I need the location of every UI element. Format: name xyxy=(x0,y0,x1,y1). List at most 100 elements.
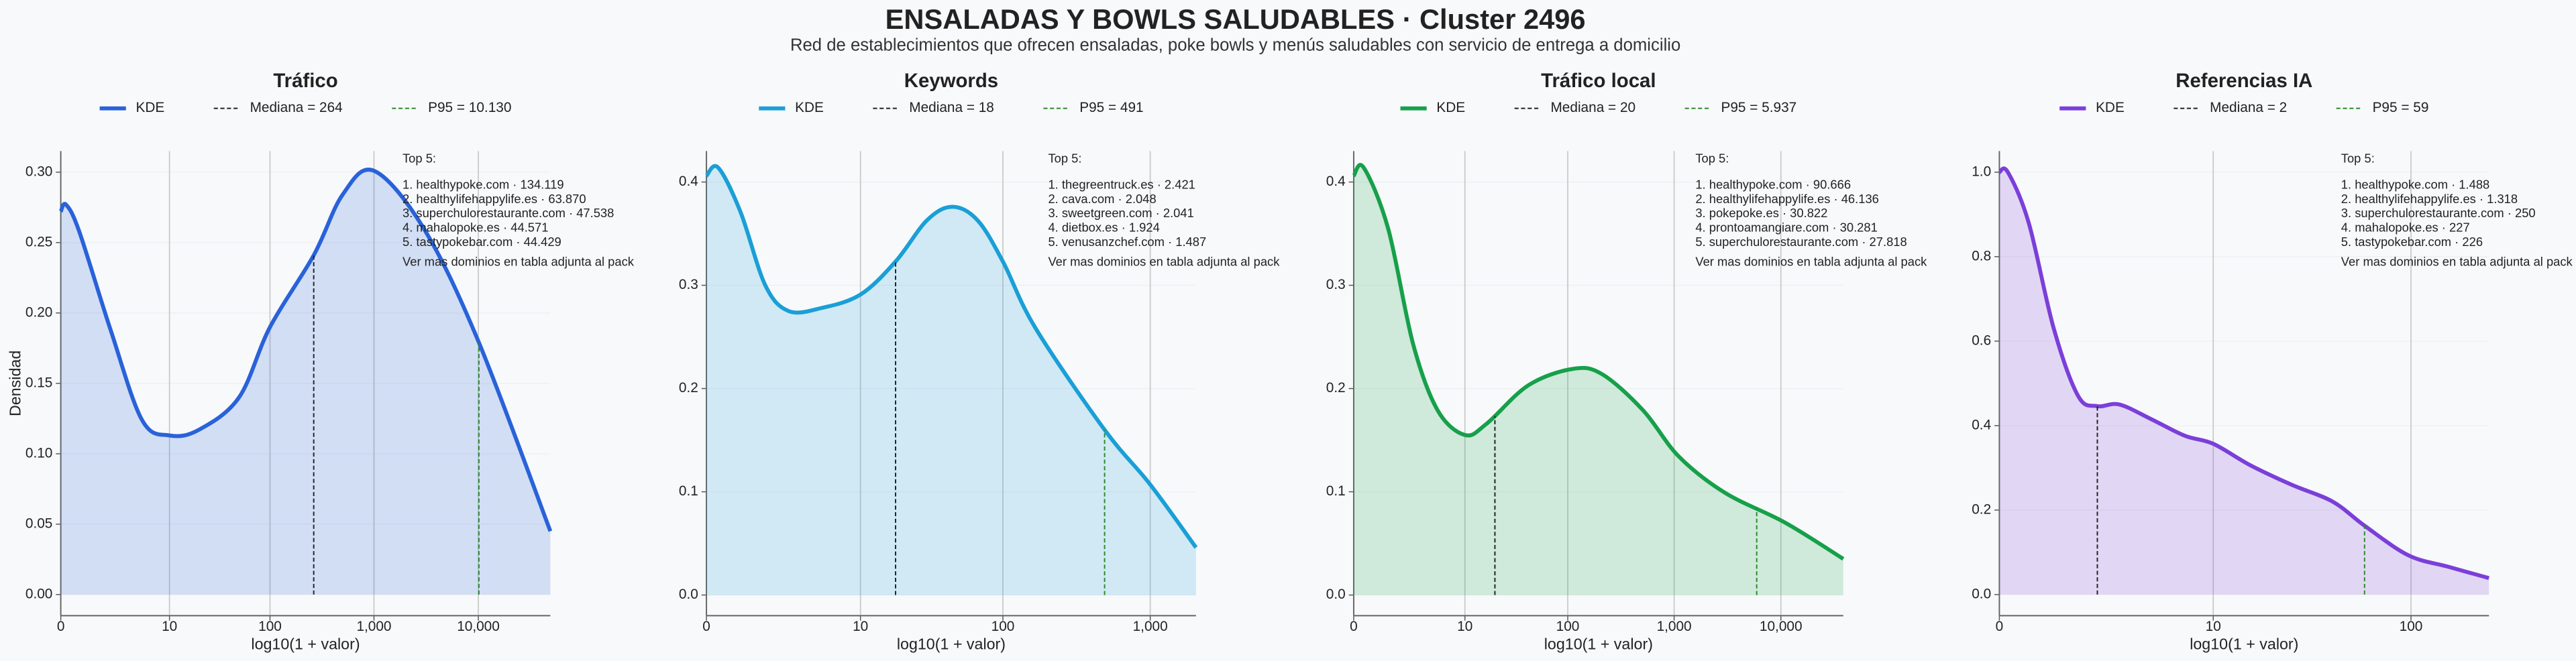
annotation-title: Top 5: xyxy=(1695,151,1729,165)
x-tick-label: 10,000 xyxy=(1760,619,1803,634)
panel-title: Tráfico local xyxy=(1541,70,1656,92)
y-tick-label: 0.05 xyxy=(25,516,52,531)
kde-line xyxy=(1998,166,2489,581)
legend-label: P95 = 5.937 xyxy=(1721,100,1796,115)
annotation-line: 1. thegreentruck.es · 2.421 xyxy=(1048,178,1195,192)
annotation-title: Top 5: xyxy=(2341,151,2375,165)
chart-subtitle: Red de establecimientos que ofrecen ensa… xyxy=(790,36,1680,54)
chart-title: ENSALADAS Y BOWLS SALUDABLES · Cluster 2… xyxy=(885,3,1586,35)
legend-label: Mediana = 18 xyxy=(909,100,994,115)
y-tick-label: 0.2 xyxy=(1972,501,1991,517)
legend-label: Mediana = 20 xyxy=(1550,100,1635,115)
legend-label: KDE xyxy=(136,100,164,115)
annotation-line: 5. tastypokebar.com · 226 xyxy=(2341,235,2483,249)
kde-line xyxy=(704,164,1198,549)
annotation-note: Ver mas dominios en tabla adjunta al pac… xyxy=(1695,255,1927,269)
y-tick-label: 0.0 xyxy=(1972,586,1991,601)
annotation-line: 5. venusanzchef.com · 1.487 xyxy=(1048,235,1206,249)
annotation-line: 2. healthylifehappylife.es · 46.136 xyxy=(1695,192,1879,206)
annotation-line: 5. superchulorestaurante.com · 27.818 xyxy=(1695,235,1907,249)
legend-label: P95 = 491 xyxy=(1079,100,1143,115)
x-tick-label: 0 xyxy=(1996,619,2004,634)
kde-area xyxy=(706,166,1196,595)
x-tick-label: 1,000 xyxy=(1657,619,1692,634)
x-tick-label: 10,000 xyxy=(457,619,500,634)
x-tick-label: 1,000 xyxy=(1133,619,1168,634)
y-tick-label: 0.0 xyxy=(679,587,698,602)
annotation-title: Top 5: xyxy=(1048,151,1081,165)
legend-label: Mediana = 2 xyxy=(2210,100,2287,115)
annotation-line: 4. dietbox.es · 1.924 xyxy=(1048,221,1159,235)
annotation-note: Ver mas dominios en tabla adjunta al pac… xyxy=(1048,255,1280,269)
y-tick-label: 0.30 xyxy=(25,164,52,179)
annotation-line: 4. mahalopoke.es · 227 xyxy=(2341,221,2470,235)
x-axis-label: log10(1 + valor) xyxy=(2190,636,2298,653)
y-tick-label: 0.6 xyxy=(1972,333,1991,348)
x-tick-label: 10 xyxy=(853,619,868,634)
annotation-line: 2. healthylifehappylife.es · 63.870 xyxy=(402,192,586,206)
kde-area xyxy=(1999,168,2489,595)
kde-line xyxy=(1352,163,1845,561)
y-tick-label: 0.10 xyxy=(25,445,52,461)
y-tick-label: 0.20 xyxy=(25,304,52,320)
annotation-line: 1. healthypoke.com · 90.666 xyxy=(1695,178,1851,192)
y-tick-label: 0.15 xyxy=(25,375,52,390)
legend-label: P95 = 10.130 xyxy=(428,100,511,115)
x-axis-label: log10(1 + valor) xyxy=(897,636,1006,653)
y-tick-label: 1.0 xyxy=(1972,164,1991,179)
annotation-line: 5. tastypokebar.com · 44.429 xyxy=(402,235,561,249)
annotation-line: 3. superchulorestaurante.com · 250 xyxy=(2341,206,2536,220)
annotation-line: 2. healthylifehappylife.es · 1.318 xyxy=(2341,192,2518,206)
panel-title: Keywords xyxy=(904,70,998,92)
y-tick-label: 0.25 xyxy=(25,234,52,249)
annotation-line: 3. pokepoke.es · 30.822 xyxy=(1695,206,1827,220)
legend-label: KDE xyxy=(2096,100,2125,115)
x-tick-label: 0 xyxy=(1350,619,1358,634)
y-tick-label: 0.4 xyxy=(1972,417,1991,432)
y-tick-label: 0.00 xyxy=(25,586,52,601)
annotation-note: Ver mas dominios en tabla adjunta al pac… xyxy=(2341,255,2573,269)
y-tick-label: 0.2 xyxy=(679,380,698,396)
y-tick-label: 0.8 xyxy=(1972,248,1991,263)
x-tick-label: 10 xyxy=(1457,619,1472,634)
panel-title: Referencias IA xyxy=(2176,70,2312,92)
legend-label: KDE xyxy=(1436,100,1465,115)
legend-label: Mediana = 264 xyxy=(250,100,343,115)
x-tick-label: 100 xyxy=(991,619,1015,634)
kde-area xyxy=(60,169,551,595)
kde-area xyxy=(1353,165,1843,595)
x-tick-label: 100 xyxy=(258,619,282,634)
annotation-line: 1. healthypoke.com · 1.488 xyxy=(2341,178,2489,192)
x-axis-label: log10(1 + valor) xyxy=(1544,636,1653,653)
y-axis-label: Densidad xyxy=(7,351,24,416)
annotation-title: Top 5: xyxy=(402,151,436,165)
y-tick-label: 0.1 xyxy=(1326,483,1346,499)
annotation-line: 4. prontoamangiare.com · 30.281 xyxy=(1695,221,1877,235)
legend-label: P95 = 59 xyxy=(2373,100,2429,115)
x-tick-label: 1,000 xyxy=(356,619,391,634)
legend-label: KDE xyxy=(795,100,824,115)
panel-title: Tráfico xyxy=(273,70,337,92)
x-tick-label: 0 xyxy=(57,619,65,634)
y-tick-label: 0.3 xyxy=(1326,277,1346,292)
x-tick-label: 0 xyxy=(702,619,710,634)
x-tick-label: 10 xyxy=(162,619,177,634)
y-tick-label: 0.3 xyxy=(679,277,698,292)
y-tick-label: 0.0 xyxy=(1326,587,1346,602)
x-tick-label: 10 xyxy=(2206,619,2221,634)
annotation-line: 4. mahalopoke.es · 44.571 xyxy=(402,221,548,235)
annotation-note: Ver mas dominios en tabla adjunta al pac… xyxy=(402,255,635,269)
y-tick-label: 0.4 xyxy=(1326,174,1346,189)
y-tick-label: 0.2 xyxy=(1326,380,1346,396)
y-tick-label: 0.1 xyxy=(679,483,698,499)
x-axis-label: log10(1 + valor) xyxy=(251,636,360,653)
annotation-line: 2. cava.com · 2.048 xyxy=(1048,192,1156,206)
annotation-line: 1. healthypoke.com · 134.119 xyxy=(402,178,564,192)
annotation-line: 3. sweetgreen.com · 2.041 xyxy=(1048,206,1193,220)
kde-line xyxy=(58,168,553,532)
x-tick-label: 100 xyxy=(1556,619,1580,634)
y-tick-label: 0.4 xyxy=(679,174,698,189)
x-tick-label: 100 xyxy=(2400,619,2423,634)
